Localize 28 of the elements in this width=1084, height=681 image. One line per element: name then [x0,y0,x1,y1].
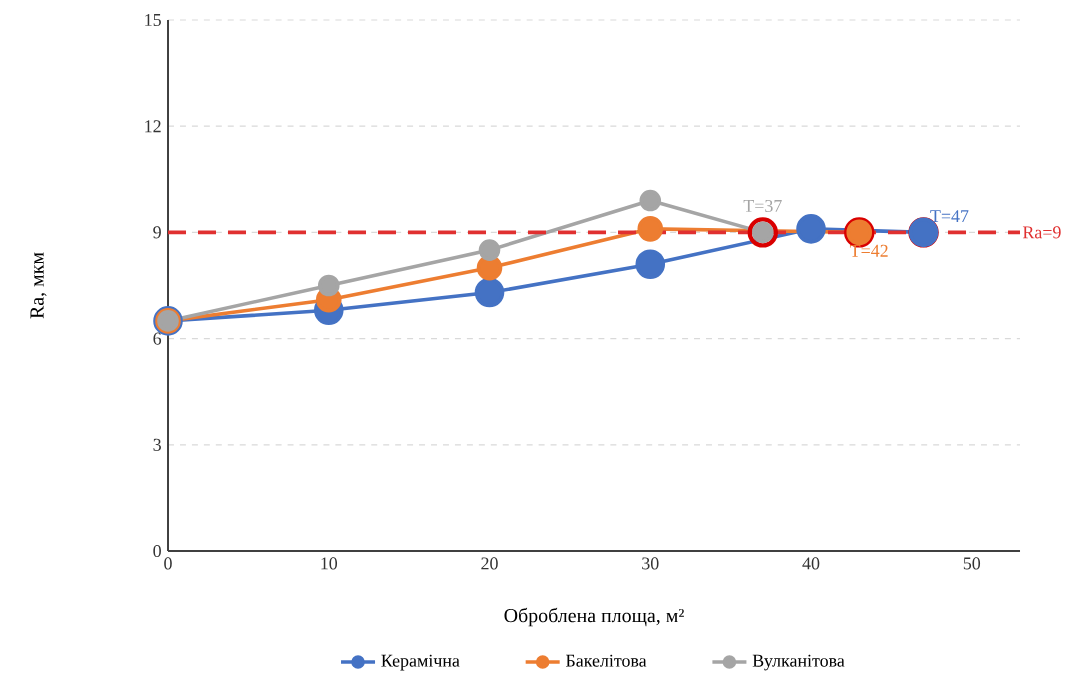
y-tick-label: 15 [145,13,161,27]
x-tick-label: 50 [963,557,981,570]
ref-line-label: Ra=9 [1022,226,1061,239]
legend-label: Вулканітова [752,654,845,671]
point [796,214,826,244]
x-tick-label: 20 [481,557,498,570]
x-axis-title: Оброблена площа, м² [504,607,684,627]
point [478,239,501,261]
y-axis-title: Ra, мкм [30,252,47,319]
annotation: T=42 [849,244,888,257]
point [317,274,340,297]
x-tick-label: 10 [321,557,338,570]
y-tick-label: 6 [153,332,162,345]
point [635,249,666,280]
annotation: T=47 [930,210,969,222]
legend-label: Бакелітова [565,654,647,667]
x-tick-label: 30 [642,557,659,570]
point [474,277,505,308]
annotation: T=37 [743,199,782,213]
x-tick-label: 40 [802,557,820,570]
point [639,189,662,212]
y-tick-label: 12 [145,120,161,133]
y-tick-label: 3 [153,438,161,451]
x-tick-label: 0 [164,557,172,570]
point [637,216,664,242]
y-tick-label: 0 [153,544,161,558]
y-tick-label: 9 [153,226,161,239]
legend-label: Керамічна [381,654,460,671]
